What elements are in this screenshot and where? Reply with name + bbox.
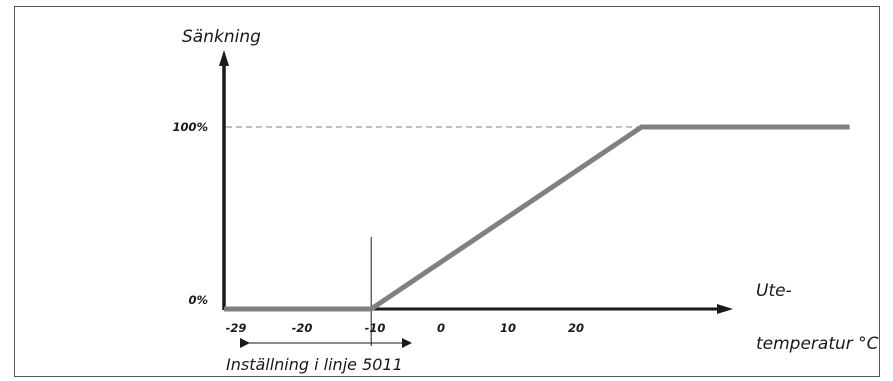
y-axis-arrow [219,50,229,66]
x-axis-arrow [717,304,733,314]
x-tick-label: 0 [437,321,445,335]
x-tick-label: -29 [226,321,247,335]
y-label-0: 0% [188,293,208,307]
x-tick-label: -20 [292,321,313,335]
x-axis-title-line1: Ute- [756,281,792,301]
x-tick-label: -10 [365,321,386,335]
x-tick-label: 10 [500,321,516,335]
x-tick-labels: -29 -20 -10 0 10 20 [226,321,584,335]
x-axis-title-line2: temperatur °C [756,334,879,354]
setting-caption: Inställning i linje 5011 [226,355,403,374]
x-tick-label: 20 [568,321,584,335]
y-axis-title: Sänkning [182,27,261,47]
reduction-curve [224,124,850,312]
y-label-100: 100% [172,120,208,134]
figure-frame [14,6,880,377]
